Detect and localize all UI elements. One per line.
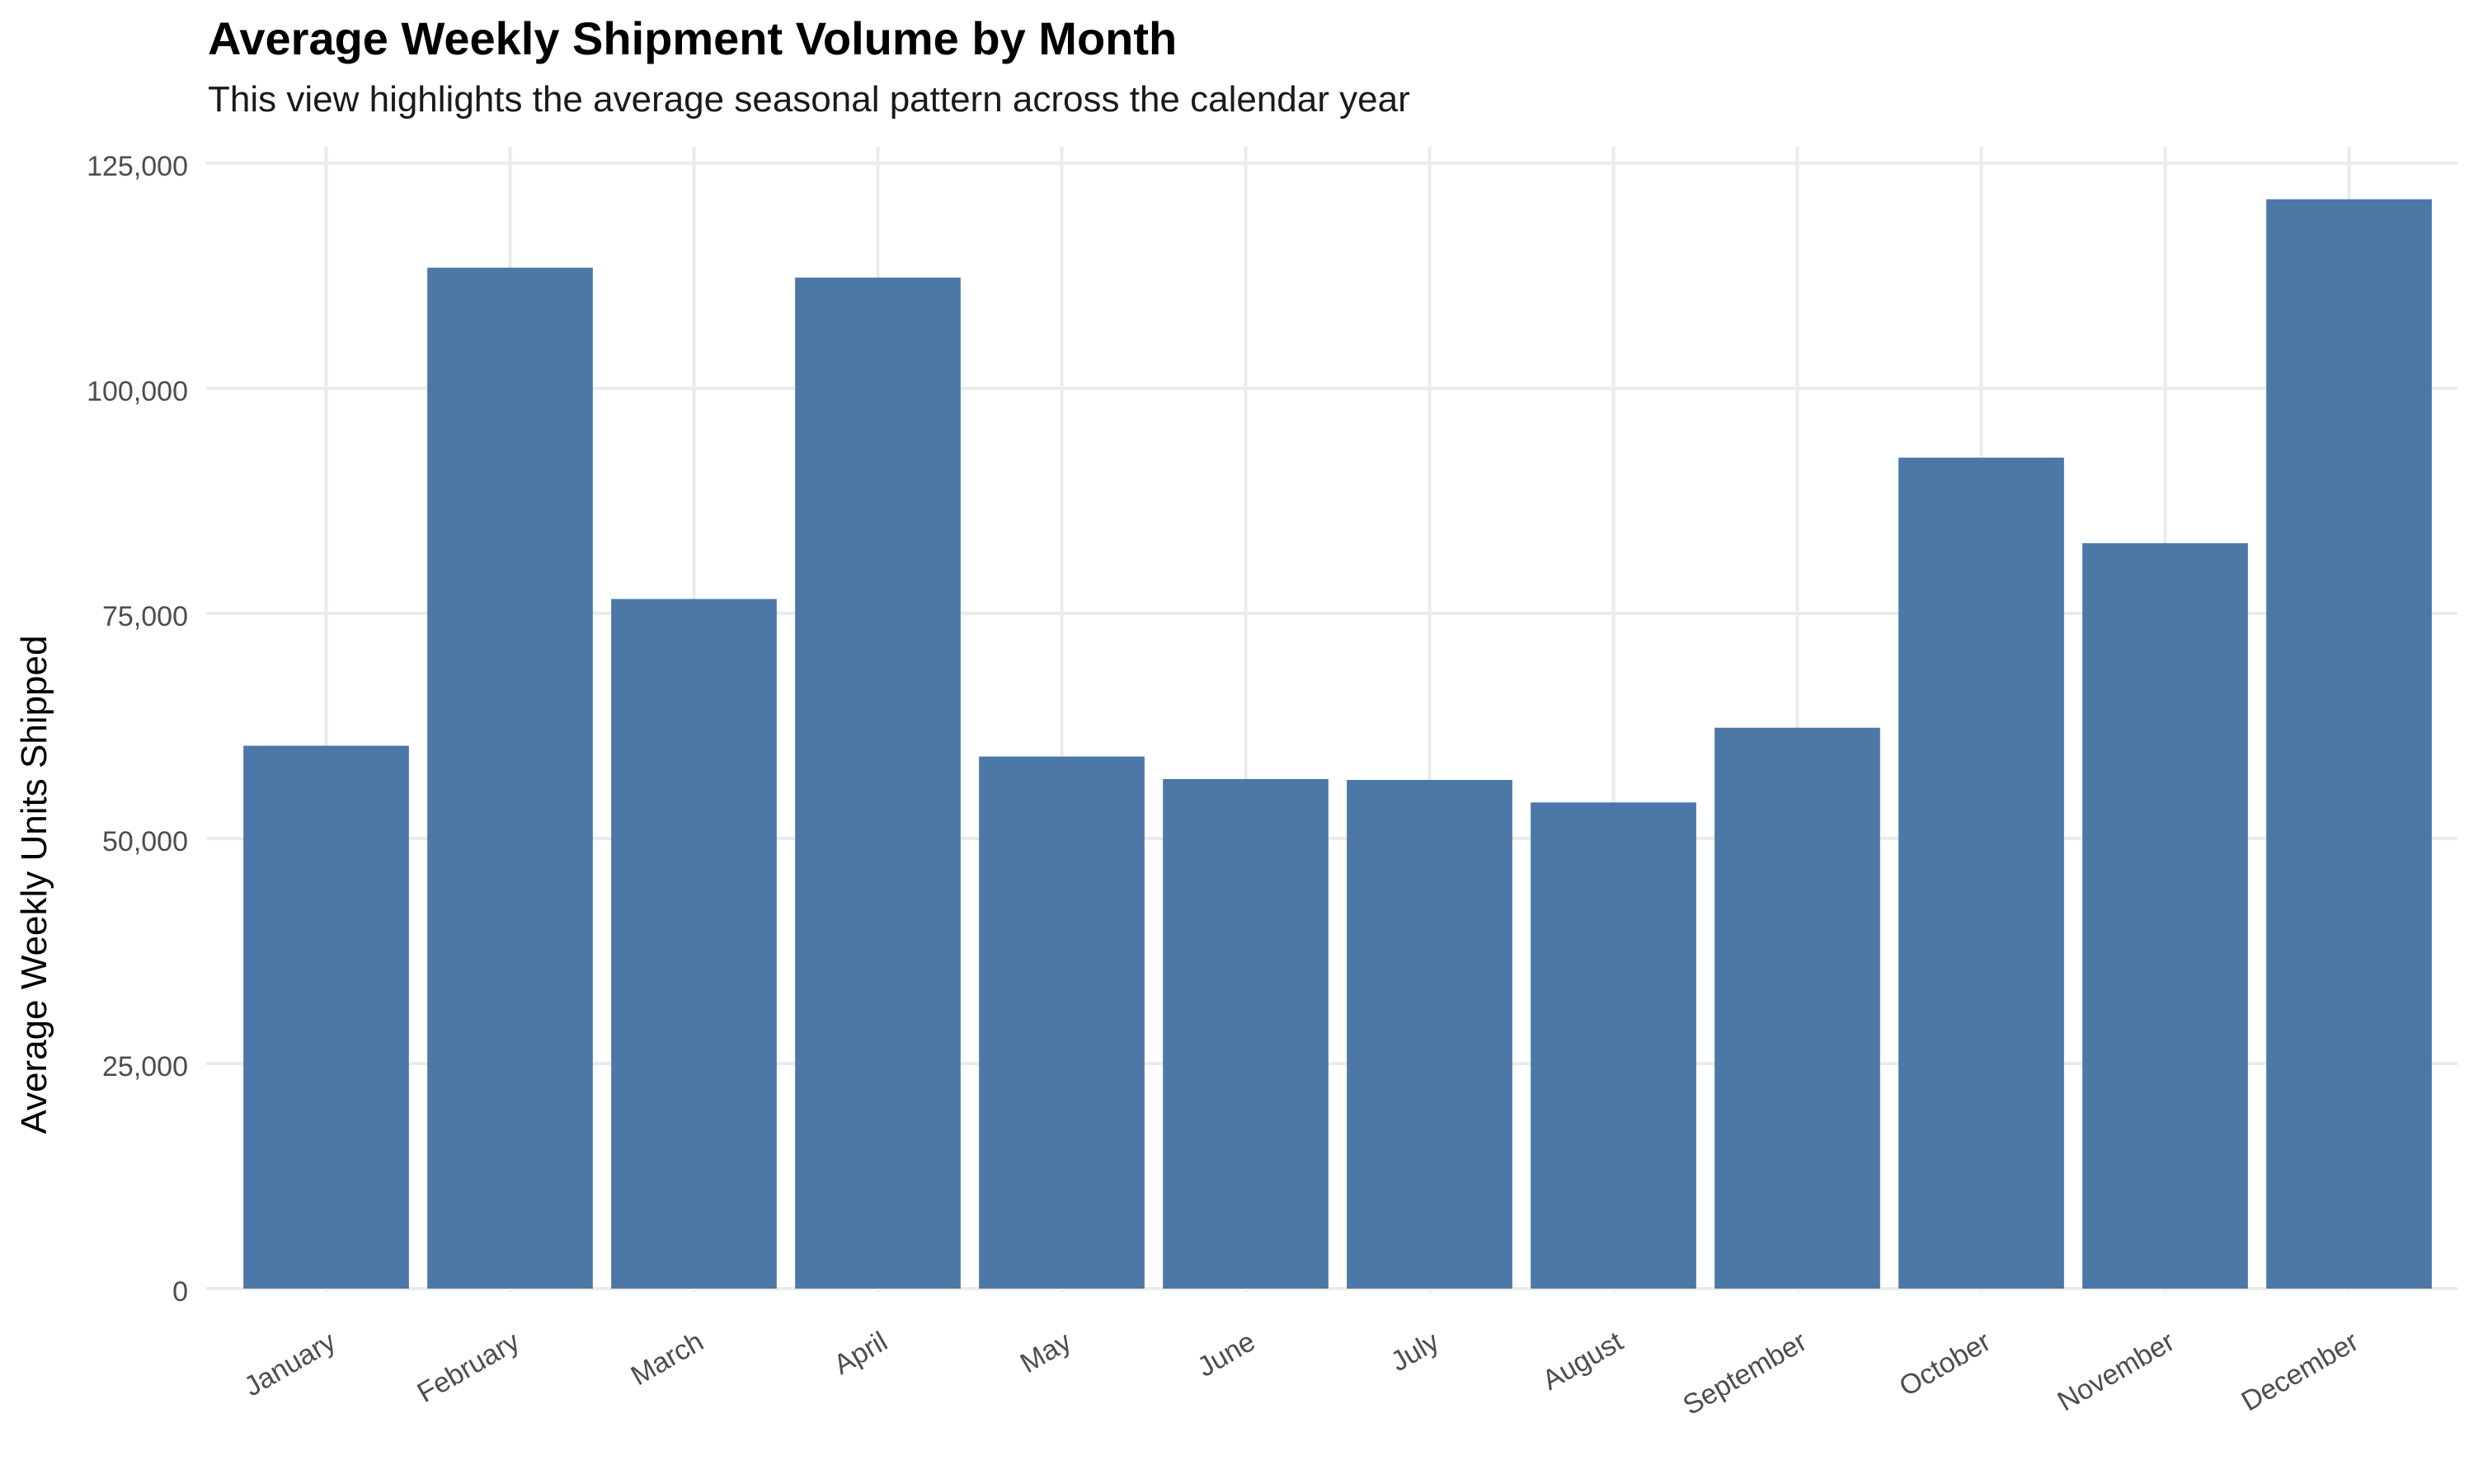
- bar-july: [1347, 780, 1512, 1289]
- x-tick-label: April: [829, 1326, 893, 1381]
- chart-title: Average Weekly Shipment Volume by Month: [208, 12, 1178, 64]
- bar-may: [979, 756, 1145, 1289]
- bar-march: [611, 599, 777, 1289]
- y-tick-label: 0: [172, 1276, 188, 1308]
- bar-december: [2266, 199, 2432, 1289]
- x-tick-label: May: [1015, 1326, 1077, 1379]
- bar-january: [243, 745, 409, 1289]
- bar-august: [1531, 802, 1696, 1289]
- y-axis-title: Average Weekly Units Shipped: [14, 636, 54, 1134]
- x-tick-label: July: [1385, 1326, 1444, 1378]
- y-tick-label: 50,000: [102, 826, 188, 857]
- x-tick-label: January: [239, 1326, 341, 1402]
- x-tick-label: August: [1537, 1326, 1629, 1397]
- y-tick-label: 75,000: [102, 601, 188, 632]
- bar-september: [1714, 727, 1880, 1289]
- x-tick-label: March: [626, 1326, 709, 1392]
- bar-february: [427, 267, 593, 1289]
- x-tick-label: September: [1677, 1326, 1812, 1421]
- x-tick-label: November: [2053, 1326, 2180, 1417]
- bar-april: [795, 277, 961, 1289]
- bar-layer: [243, 199, 2432, 1289]
- x-tick-label: June: [1192, 1326, 1261, 1383]
- x-tick-label: October: [1894, 1326, 1997, 1402]
- x-tick-label: December: [2236, 1326, 2364, 1417]
- bar-june: [1163, 778, 1329, 1289]
- y-tick-label: 100,000: [87, 376, 188, 407]
- y-tick-label: 125,000: [87, 151, 188, 182]
- y-tick-label: 25,000: [102, 1051, 188, 1082]
- chart-subtitle: This view highlights the average seasona…: [208, 79, 1410, 120]
- x-tick-label: February: [412, 1326, 525, 1409]
- bar-october: [1898, 458, 2064, 1289]
- bar-november: [2082, 542, 2248, 1289]
